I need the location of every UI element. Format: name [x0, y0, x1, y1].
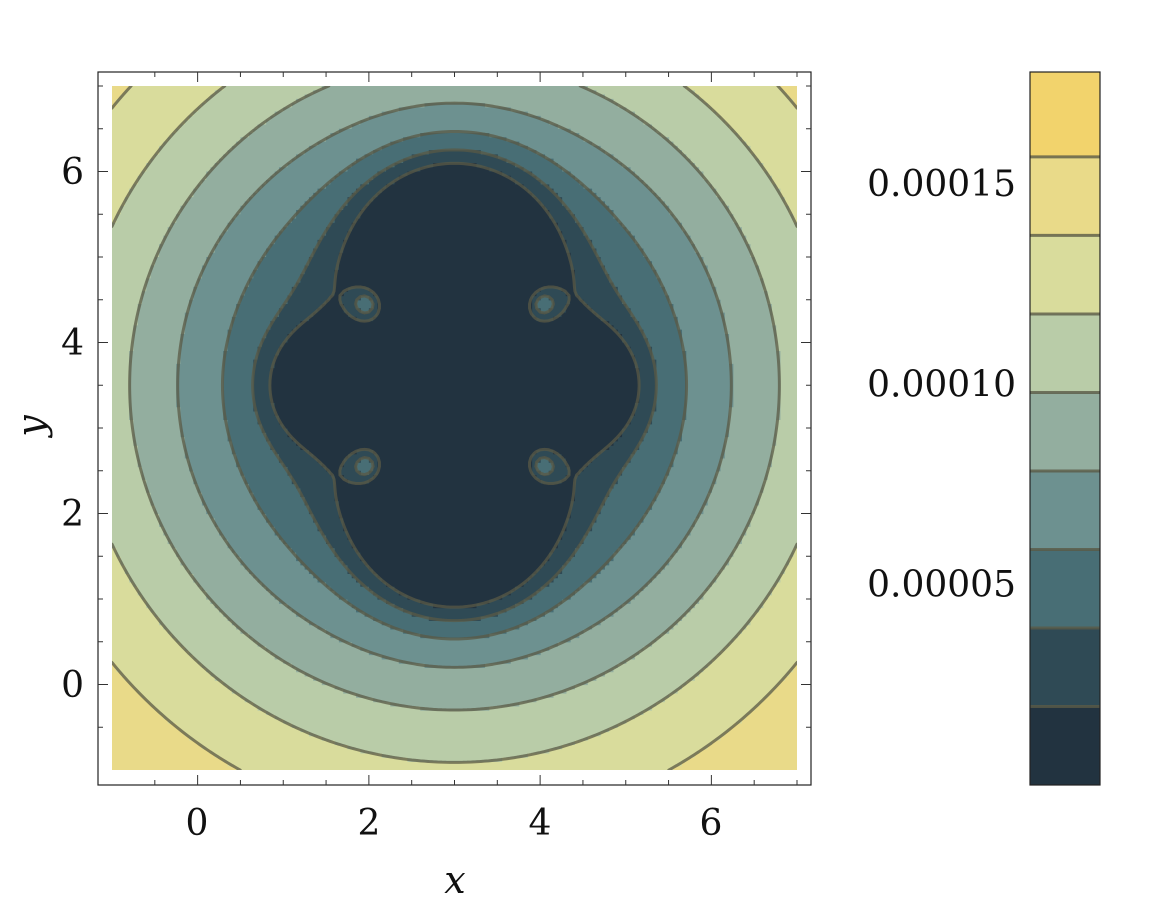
colorbar-band-2: [1030, 549, 1100, 628]
colorbar-band-0: [1030, 706, 1100, 785]
colorbar-band-6: [1030, 235, 1100, 314]
colorbar-band-1: [1030, 628, 1100, 707]
colorbar-label-0: 0.00005: [867, 565, 1016, 606]
x-tick-label-4: 4: [529, 803, 552, 844]
colorbar-label-1: 0.00010: [867, 364, 1016, 405]
y-tick-label-2: 2: [61, 494, 84, 535]
colorbar-label-2: 0.00015: [867, 164, 1016, 205]
y-tick-label-0: 0: [61, 665, 84, 706]
colorbar-band-8: [1030, 72, 1100, 157]
x-tick-label-0: 0: [186, 803, 209, 844]
colorbar-band-5: [1030, 314, 1100, 393]
colorbar: [1030, 72, 1100, 785]
x-axis-title: x: [444, 858, 465, 902]
y-tick-label-6: 6: [61, 152, 84, 193]
colorbar-band-4: [1030, 392, 1100, 471]
y-axis-title: y: [9, 415, 53, 439]
x-tick-label-6: 6: [700, 803, 723, 844]
x-tick-labels: 0 2 4 6: [186, 803, 723, 844]
colorbar-labels: 0.00005 0.00010 0.00015: [867, 164, 1016, 606]
x-tick-label-2: 2: [358, 803, 381, 844]
colorbar-band-7: [1030, 157, 1100, 236]
colorbar-band-3: [1030, 471, 1100, 550]
y-tick-labels: 0 2 4 6: [61, 152, 84, 706]
y-tick-label-4: 4: [61, 323, 84, 364]
